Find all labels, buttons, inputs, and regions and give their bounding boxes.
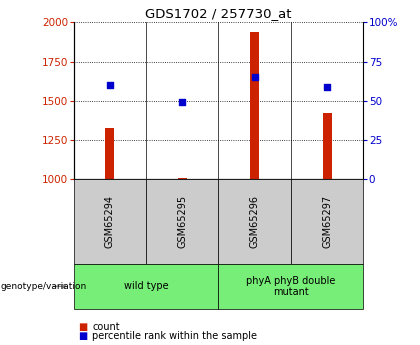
- Title: GDS1702 / 257730_at: GDS1702 / 257730_at: [145, 7, 291, 20]
- Text: phyA phyB double
mutant: phyA phyB double mutant: [246, 276, 336, 297]
- Text: percentile rank within the sample: percentile rank within the sample: [92, 332, 257, 341]
- Point: [179, 100, 186, 105]
- Text: ■: ■: [78, 322, 87, 332]
- Bar: [178, 178, 187, 179]
- Text: genotype/variation: genotype/variation: [1, 282, 87, 291]
- Bar: [250, 32, 259, 179]
- Text: count: count: [92, 322, 120, 332]
- Text: wild type: wild type: [123, 282, 168, 291]
- Bar: [323, 114, 332, 179]
- Text: GSM65297: GSM65297: [322, 195, 332, 248]
- Text: ■: ■: [78, 332, 87, 341]
- Bar: [105, 128, 114, 179]
- Point: [251, 75, 258, 80]
- Point: [324, 84, 331, 90]
- Text: GSM65296: GSM65296: [249, 195, 260, 248]
- Text: GSM65295: GSM65295: [177, 195, 187, 248]
- Text: GSM65294: GSM65294: [105, 195, 115, 248]
- Point: [106, 82, 113, 88]
